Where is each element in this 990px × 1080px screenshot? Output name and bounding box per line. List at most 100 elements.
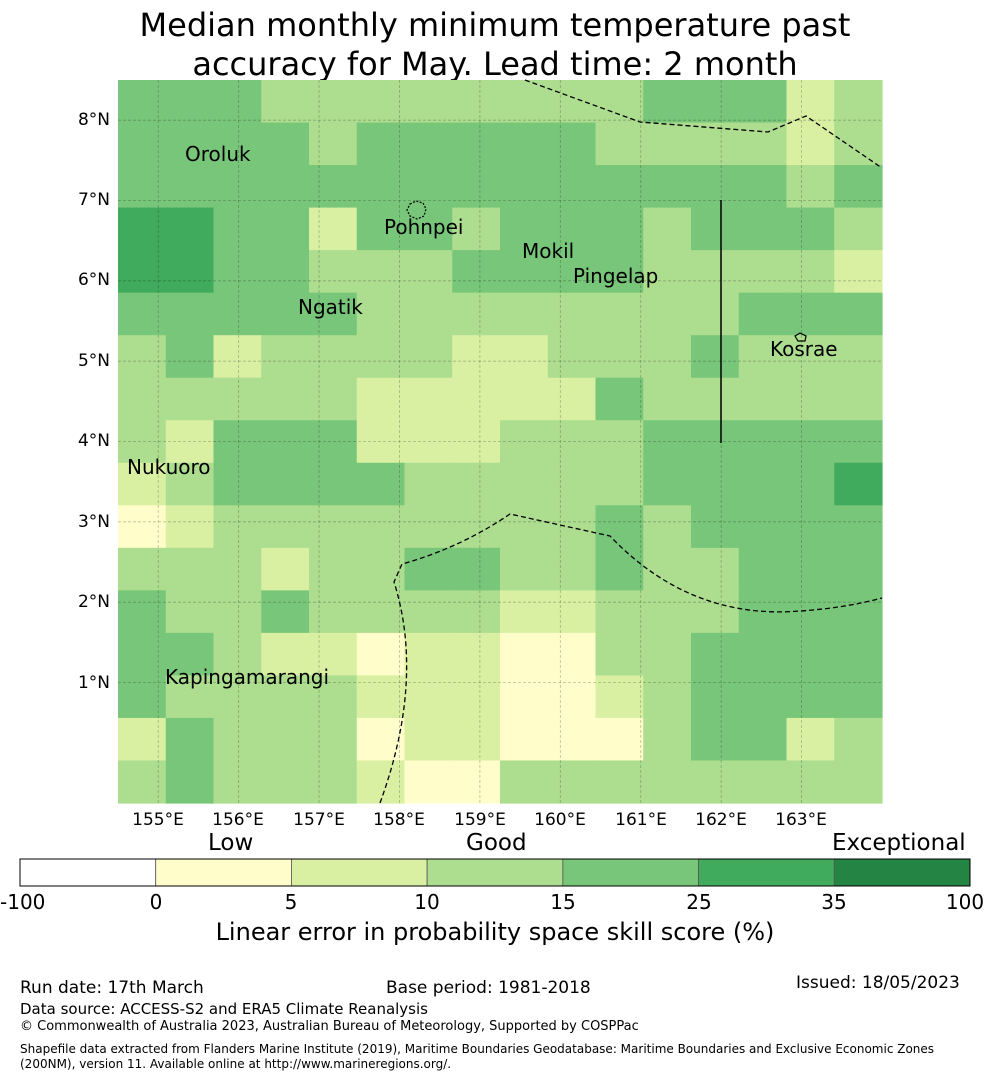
colorbar-segment: [426, 858, 564, 887]
grid-cell: [356, 547, 406, 591]
kosrae-island: [794, 332, 807, 342]
grid-cell: [595, 250, 644, 294]
grid-cell: [452, 760, 501, 804]
grid-cell: [452, 292, 501, 336]
grid-cell: [452, 632, 501, 677]
grid-cell: [547, 717, 597, 762]
grid-cell: [786, 80, 835, 124]
grid-cell: [500, 547, 549, 591]
eez-boundary-south: [379, 513, 883, 804]
grid-cell: [452, 207, 501, 251]
grid-cell: [786, 335, 835, 379]
grid-cell: [213, 377, 262, 421]
grid-cell: [691, 675, 740, 719]
grid-cell: [356, 760, 406, 804]
grid-cell: [643, 122, 692, 166]
grid-cell: [500, 505, 549, 549]
grid-cell: [452, 377, 501, 421]
grid-cell: [309, 250, 358, 294]
grid-cell: [547, 675, 597, 719]
grid-cell: [452, 250, 501, 294]
colorbar-tick: 5: [284, 890, 298, 914]
grid-cell: [404, 250, 453, 294]
grid-cell: [691, 122, 740, 166]
grid-cell: [786, 760, 835, 804]
grid-cell: [213, 717, 262, 762]
colorbar-segment: [698, 858, 835, 887]
grid-cell: [786, 505, 835, 549]
grid-cell: [643, 632, 692, 677]
grid-cell: [356, 590, 406, 634]
grid-cell: [213, 335, 262, 379]
grid-cell: [452, 335, 501, 379]
place-label-nukuoro: Nukuoro: [127, 455, 211, 479]
grid-cell: [404, 292, 453, 336]
grid-cell: [118, 760, 167, 804]
grid-cell: [500, 207, 549, 251]
grid-cell: [452, 717, 501, 762]
lat-tick-6n: 6°N: [77, 270, 110, 290]
grid-cell: [500, 80, 549, 124]
colorbar: [19, 858, 971, 887]
grid-cell: [309, 760, 358, 804]
grid-cell: [738, 632, 788, 677]
grid-cell: [165, 717, 215, 762]
grid-cell: [213, 80, 262, 124]
colorbar-segment: [562, 858, 699, 887]
grid-cell: [452, 80, 501, 124]
lon-tick-161e: 161°E: [615, 810, 667, 830]
grid-cell: [738, 717, 788, 762]
grid-cell: [165, 80, 215, 124]
lat-tick-3n: 3°N: [77, 512, 110, 532]
grid-cell: [595, 547, 644, 591]
grid-cell: [738, 122, 788, 166]
grid-cell: [356, 80, 406, 124]
lon-tick-157e: 157°E: [293, 810, 345, 830]
grid-cell: [261, 420, 310, 464]
grid-cell: [404, 547, 453, 591]
category-good: Good: [466, 830, 527, 856]
grid-cell: [691, 80, 740, 124]
grid-cell: [595, 165, 644, 209]
graticule: [118, 80, 882, 803]
grid-cell: [643, 675, 692, 719]
grid-cell: [500, 760, 549, 804]
grid-cell: [118, 377, 167, 421]
colorbar-segment: [291, 858, 428, 887]
grid-cell: [643, 760, 692, 804]
grid-cell: [213, 420, 262, 464]
grid-cell: [309, 462, 358, 506]
grid-cell: [643, 80, 692, 124]
island-outlines: [406, 200, 807, 342]
grid-cell: [118, 80, 167, 124]
grid-cell: [786, 165, 835, 209]
grid-cell: [691, 632, 740, 677]
grid-cell: [786, 207, 835, 251]
grid-cell: [213, 760, 262, 804]
grid-cell: [595, 462, 644, 506]
grid-cell: [547, 377, 597, 421]
grid-cell: [356, 420, 406, 464]
grid-cell: [547, 122, 597, 166]
grid-cell: [738, 675, 788, 719]
grid-cell: [643, 547, 692, 591]
grid-cell: [404, 335, 453, 379]
eez-boundary-north: [524, 79, 883, 169]
grid-cell: [452, 547, 501, 591]
grid-cell: [165, 590, 215, 634]
grid-cell: [547, 505, 597, 549]
grid-cell: [404, 590, 453, 634]
grid-cell: [309, 632, 358, 677]
grid-cell: [738, 547, 788, 591]
grid-cell: [547, 292, 597, 336]
grid-cell: [691, 165, 740, 209]
grid-cell: [643, 377, 692, 421]
grid-cell: [738, 462, 788, 506]
grid-cell: [500, 165, 549, 209]
grid-cell: [500, 632, 549, 677]
grid-cell: [261, 80, 310, 124]
grid-cell: [213, 632, 262, 677]
grid-cell: [452, 675, 501, 719]
base-period: Base period: 1981-2018: [386, 978, 591, 998]
grid-cell: [834, 760, 883, 804]
